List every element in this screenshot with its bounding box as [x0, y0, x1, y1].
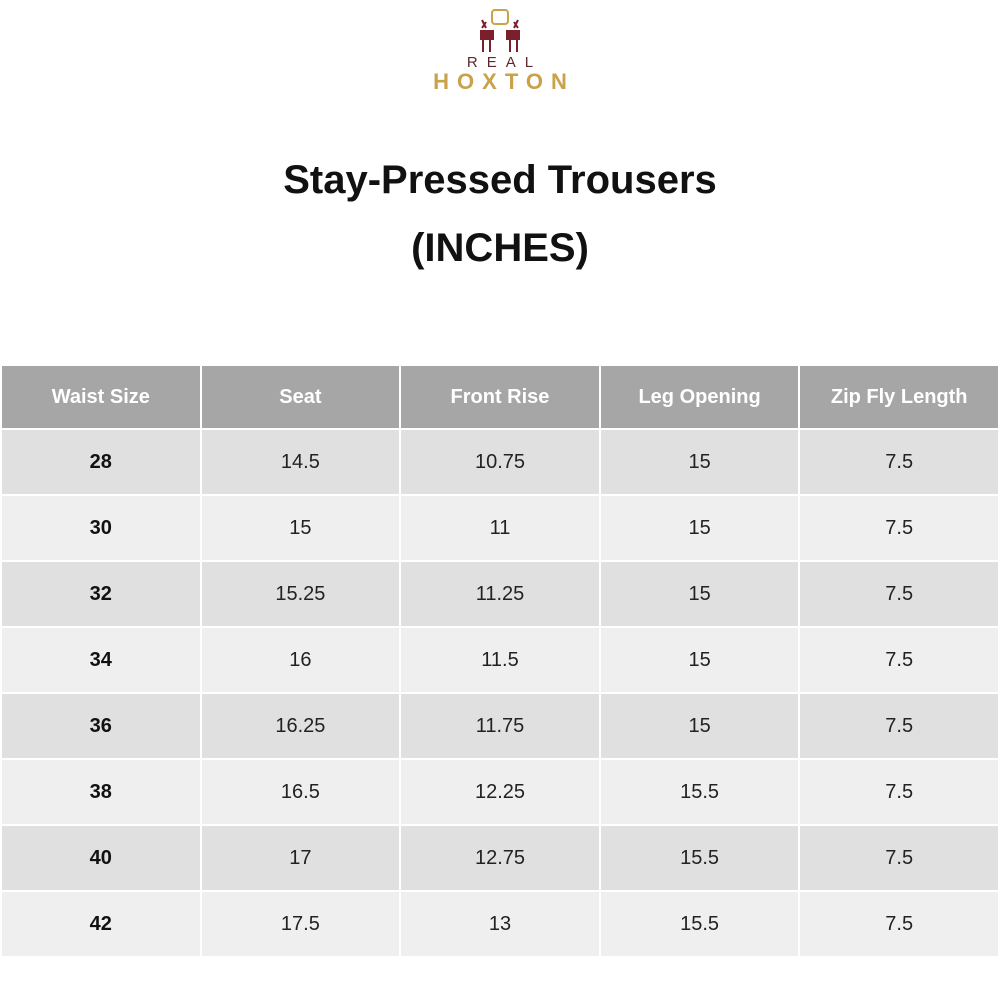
- table-cell: 15: [199, 494, 402, 562]
- table-row: 40 17 12.75 15.5 7.5: [0, 824, 1000, 892]
- table-cell: 17.5: [199, 890, 402, 958]
- table-cell: 17: [199, 824, 402, 892]
- header-cell: Zip Fly Length: [798, 364, 1000, 430]
- table-cell: 12.25: [399, 758, 601, 826]
- table-cell: 16.25: [199, 692, 402, 760]
- table-cell: 7.5: [798, 824, 1000, 892]
- logo-bottom: HOXTON: [433, 69, 575, 94]
- table-cell: 11: [399, 494, 601, 562]
- table-cell: 15: [598, 494, 801, 562]
- table-cell: 7.5: [798, 692, 1000, 760]
- subtitle: (INCHES): [411, 226, 589, 270]
- title: Stay-Pressed Trousers: [283, 158, 717, 202]
- table-cell: 14.5: [199, 428, 402, 496]
- table-row: 38 16.5 12.25 15.5 7.5: [0, 758, 1000, 826]
- table-cell: 15.5: [598, 890, 801, 958]
- table-cell: 7.5: [798, 758, 1000, 826]
- table-cell: 11.25: [399, 560, 601, 628]
- table-cell: 16: [199, 626, 402, 694]
- table-cell: 42: [0, 890, 202, 958]
- table-cell: 40: [0, 824, 202, 892]
- table-cell: 15.25: [199, 560, 402, 628]
- table-cell: 28: [0, 428, 202, 496]
- logo-icon: [480, 9, 520, 52]
- table-row: 36 16.25 11.75 15 7.5: [0, 692, 1000, 760]
- table-cell: 36: [0, 692, 202, 760]
- header-cell: Waist Size: [0, 364, 202, 430]
- table-row: 28 14.5 10.75 15 7.5: [0, 428, 1000, 496]
- table-cell: 13: [399, 890, 601, 958]
- table-cell: 38: [0, 758, 202, 826]
- table-row: 42 17.5 13 15.5 7.5: [0, 890, 1000, 958]
- table-cell: 16.5: [199, 758, 402, 826]
- table-body: 28 14.5 10.75 15 7.5 30 15 11 15 7.5 32 15.25 11.25 1…: [0, 428, 1000, 958]
- table-cell: 15: [598, 626, 801, 694]
- table-cell: 7.5: [798, 890, 1000, 958]
- table-row: 32 15.25 11.25 15 7.5: [0, 560, 1000, 628]
- table-cell: 11.5: [399, 626, 601, 694]
- table-row: 30 15 11 15 7.5: [0, 494, 1000, 562]
- table-row: 34 16 11.5 15 7.5: [0, 626, 1000, 694]
- table-cell: 7.5: [798, 560, 1000, 628]
- table-cell: 15.5: [598, 824, 801, 892]
- table-cell: 15.5: [598, 758, 801, 826]
- table-cell: 12.75: [399, 824, 601, 892]
- table-cell: 34: [0, 626, 202, 694]
- header-cell: Leg Opening: [598, 364, 801, 430]
- table-cell: 10.75: [399, 428, 601, 496]
- table-cell: 15: [598, 560, 801, 628]
- table-cell: 30: [0, 494, 202, 562]
- table-cell: 15: [598, 428, 801, 496]
- size-table: Waist Size Seat Front Rise Leg Opening Zip F…: [0, 364, 1000, 958]
- table-cell: 7.5: [798, 494, 1000, 562]
- header-cell: Seat: [199, 364, 402, 430]
- table-cell: 7.5: [798, 428, 1000, 496]
- logo: REAL HOXTON: [0, 8, 1000, 95]
- header-row: Waist Size Seat Front Rise Leg Opening Zip F…: [0, 364, 1000, 430]
- logo-top: REAL: [466, 54, 543, 71]
- table-cell: 32: [0, 560, 202, 628]
- table-cell: 11.75: [399, 692, 601, 760]
- table-cell: 15: [598, 692, 801, 760]
- table-cell: 7.5: [798, 626, 1000, 694]
- header-cell: Front Rise: [399, 364, 601, 430]
